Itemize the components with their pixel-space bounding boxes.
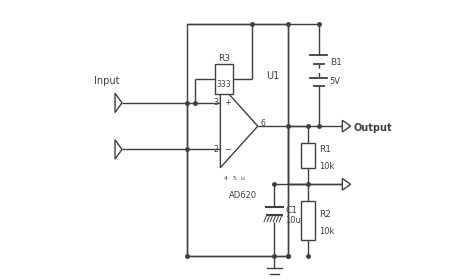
Text: u: u xyxy=(240,176,245,181)
Text: 10u: 10u xyxy=(285,216,301,225)
Text: 5V: 5V xyxy=(330,77,341,86)
Text: 10k: 10k xyxy=(319,227,334,236)
Text: 5: 5 xyxy=(232,176,236,181)
Text: B1: B1 xyxy=(330,58,342,67)
Text: −: − xyxy=(224,145,231,154)
Text: 6: 6 xyxy=(260,119,265,128)
Text: 3: 3 xyxy=(213,98,218,107)
Bar xyxy=(215,64,233,94)
Text: 2: 2 xyxy=(213,145,218,154)
Text: Input: Input xyxy=(94,76,119,86)
Bar xyxy=(187,24,288,256)
Bar xyxy=(301,143,315,168)
Bar xyxy=(301,201,315,240)
Text: +: + xyxy=(224,98,231,107)
Text: U1: U1 xyxy=(266,71,279,81)
Text: Output: Output xyxy=(354,123,392,132)
Text: 4: 4 xyxy=(224,176,228,181)
Text: 10k: 10k xyxy=(319,162,334,171)
Text: R2: R2 xyxy=(319,210,331,219)
Text: R1: R1 xyxy=(319,145,331,154)
Text: 333: 333 xyxy=(217,80,231,89)
Text: C1: C1 xyxy=(285,206,298,215)
Text: AD620: AD620 xyxy=(228,191,256,200)
Text: R3: R3 xyxy=(218,54,230,63)
